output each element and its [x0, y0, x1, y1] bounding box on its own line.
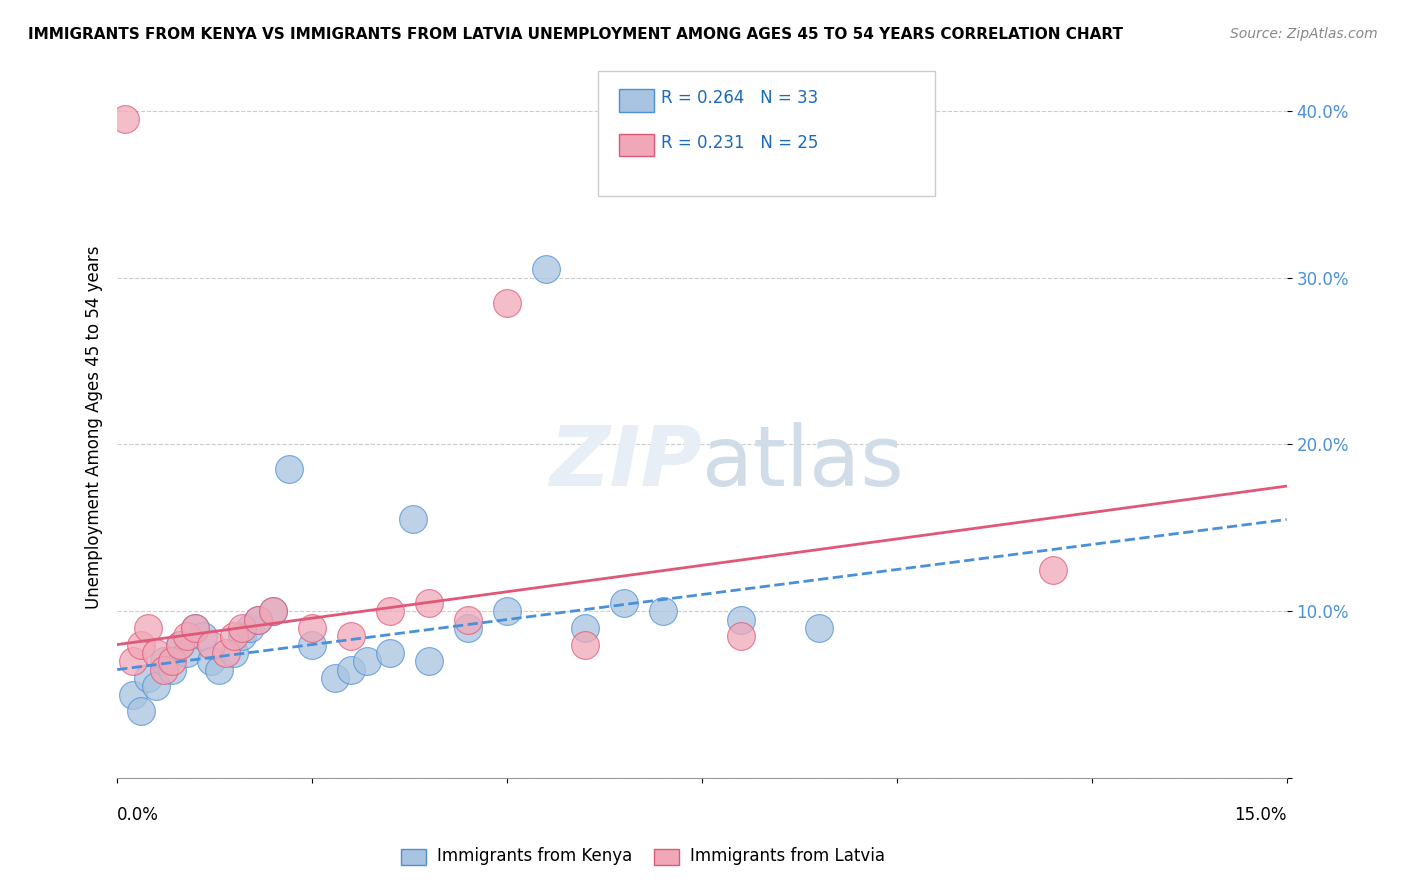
- Point: [496, 604, 519, 618]
- Point: [496, 295, 519, 310]
- Text: atlas: atlas: [702, 422, 904, 503]
- Point: [730, 629, 752, 643]
- Point: [418, 654, 440, 668]
- Point: [207, 663, 229, 677]
- Point: [215, 646, 238, 660]
- Point: [145, 679, 167, 693]
- Point: [145, 646, 167, 660]
- Point: [160, 654, 183, 668]
- Point: [277, 462, 299, 476]
- Y-axis label: Unemployment Among Ages 45 to 54 years: Unemployment Among Ages 45 to 54 years: [86, 246, 103, 609]
- Point: [613, 596, 636, 610]
- Point: [246, 613, 269, 627]
- Point: [325, 671, 347, 685]
- Text: 15.0%: 15.0%: [1234, 806, 1286, 824]
- Text: IMMIGRANTS FROM KENYA VS IMMIGRANTS FROM LATVIA UNEMPLOYMENT AMONG AGES 45 TO 54: IMMIGRANTS FROM KENYA VS IMMIGRANTS FROM…: [28, 27, 1123, 42]
- Point: [138, 621, 160, 635]
- Text: R = 0.264   N = 33: R = 0.264 N = 33: [661, 89, 818, 107]
- Point: [129, 638, 152, 652]
- Point: [169, 638, 191, 652]
- Point: [231, 621, 253, 635]
- Text: Immigrants from Latvia: Immigrants from Latvia: [690, 847, 884, 865]
- Point: [153, 663, 176, 677]
- Point: [262, 604, 284, 618]
- Point: [262, 604, 284, 618]
- Point: [340, 629, 363, 643]
- Point: [574, 621, 596, 635]
- Point: [200, 638, 222, 652]
- Point: [534, 262, 557, 277]
- Text: R = 0.231   N = 25: R = 0.231 N = 25: [661, 134, 818, 152]
- Point: [129, 704, 152, 718]
- Point: [807, 621, 830, 635]
- Point: [378, 604, 401, 618]
- Point: [378, 646, 401, 660]
- Point: [191, 629, 214, 643]
- Point: [121, 654, 143, 668]
- Point: [176, 646, 198, 660]
- Text: 0.0%: 0.0%: [117, 806, 159, 824]
- Point: [418, 596, 440, 610]
- Point: [239, 621, 262, 635]
- Point: [121, 688, 143, 702]
- Point: [356, 654, 378, 668]
- Point: [138, 671, 160, 685]
- Text: Source: ZipAtlas.com: Source: ZipAtlas.com: [1230, 27, 1378, 41]
- Point: [301, 621, 323, 635]
- Text: Immigrants from Kenya: Immigrants from Kenya: [437, 847, 631, 865]
- Point: [160, 663, 183, 677]
- Point: [231, 629, 253, 643]
- Point: [176, 629, 198, 643]
- Point: [169, 638, 191, 652]
- Point: [153, 654, 176, 668]
- Point: [246, 613, 269, 627]
- Point: [651, 604, 673, 618]
- Point: [224, 646, 246, 660]
- Point: [184, 621, 207, 635]
- Point: [402, 512, 425, 526]
- Point: [574, 638, 596, 652]
- Point: [1042, 562, 1064, 576]
- Point: [301, 638, 323, 652]
- Point: [457, 621, 479, 635]
- Point: [340, 663, 363, 677]
- Text: ZIP: ZIP: [550, 422, 702, 503]
- Point: [730, 613, 752, 627]
- Point: [224, 629, 246, 643]
- Point: [457, 613, 479, 627]
- Point: [114, 112, 136, 127]
- Point: [184, 621, 207, 635]
- Point: [200, 654, 222, 668]
